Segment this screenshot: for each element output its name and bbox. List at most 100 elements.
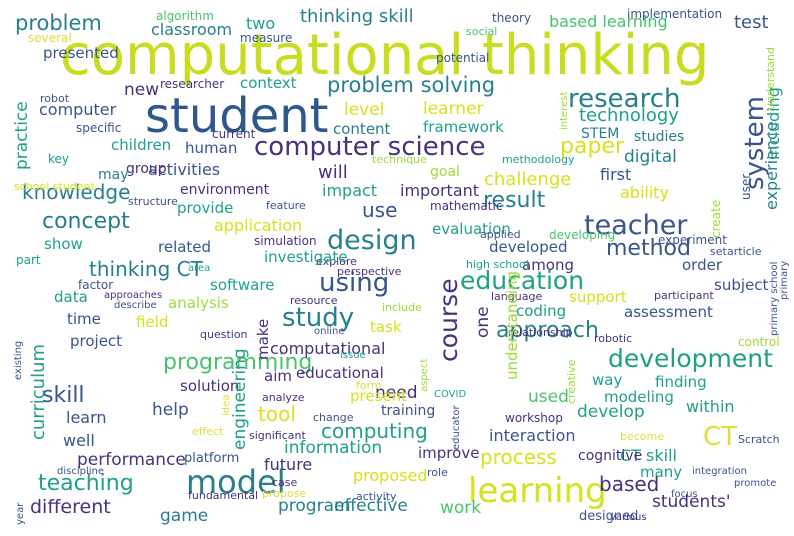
- word: improve: [418, 444, 480, 462]
- word: resource: [290, 294, 338, 307]
- word: performance: [77, 450, 186, 470]
- word: mathematic: [430, 199, 503, 213]
- word: school student: [14, 180, 95, 193]
- word: problem solving: [327, 73, 496, 97]
- word: use: [362, 198, 398, 222]
- word: primary: [779, 260, 790, 300]
- word: framework: [423, 118, 504, 136]
- word: cognitive: [578, 448, 643, 464]
- word: tool: [258, 402, 296, 426]
- word: robotic: [594, 332, 633, 345]
- word: control: [738, 335, 780, 349]
- word: many: [640, 463, 683, 481]
- word: work: [440, 498, 482, 518]
- word: current: [212, 127, 256, 141]
- word: developing: [549, 228, 616, 242]
- word: idea: [221, 394, 232, 416]
- word: understand: [764, 47, 777, 110]
- word: CT: [703, 422, 738, 452]
- word: students': [652, 492, 731, 512]
- word: form: [356, 379, 382, 392]
- word: explore: [316, 255, 357, 268]
- word: understanding: [503, 270, 521, 380]
- word: learn: [66, 408, 107, 427]
- word: educational: [296, 364, 384, 382]
- word: task: [370, 318, 402, 336]
- word: goal: [430, 164, 460, 180]
- word: effective: [334, 496, 408, 516]
- word: new: [124, 80, 160, 100]
- word: aim: [264, 367, 292, 385]
- word: present: [350, 387, 408, 405]
- word: CT skill: [620, 446, 677, 465]
- word: platform: [184, 451, 240, 466]
- word: focus: [671, 489, 698, 500]
- word: promote: [734, 478, 777, 489]
- word: primary school: [769, 261, 780, 336]
- word: approach: [496, 318, 599, 343]
- word: online: [314, 326, 345, 337]
- word: activity: [356, 490, 397, 503]
- word: factor: [78, 278, 114, 292]
- word: design: [327, 225, 417, 256]
- word: training: [381, 403, 436, 419]
- word: well: [63, 431, 95, 450]
- word: set: [710, 245, 727, 258]
- word: problem: [15, 11, 102, 35]
- word: paper: [560, 134, 624, 159]
- word: feature: [266, 199, 306, 212]
- word: question: [200, 328, 248, 341]
- word: education: [460, 266, 585, 295]
- word: part: [16, 253, 41, 267]
- word: curriculum: [28, 343, 49, 440]
- word: practice: [12, 101, 32, 170]
- word: approaches: [104, 290, 163, 301]
- word: proposed: [353, 466, 428, 485]
- word: applied: [480, 228, 521, 241]
- word: will: [318, 162, 348, 183]
- word: solution: [180, 377, 240, 395]
- word: time: [67, 310, 101, 328]
- word: future: [264, 455, 313, 474]
- word: need: [375, 383, 418, 403]
- word: participant: [654, 289, 714, 302]
- word: programming: [163, 350, 313, 375]
- word: presented: [43, 44, 119, 62]
- word: area: [188, 263, 211, 274]
- word: thinking skill: [300, 6, 414, 27]
- word: computer: [39, 100, 117, 119]
- word: make: [254, 318, 272, 360]
- word: propose: [262, 487, 307, 500]
- word: learner: [423, 99, 484, 119]
- word: structure: [128, 195, 178, 208]
- word: robot: [40, 92, 70, 105]
- word: using: [319, 268, 390, 298]
- word: experiment: [658, 233, 727, 247]
- word: classroom: [151, 20, 233, 39]
- word: different: [30, 496, 111, 518]
- word: test: [734, 12, 769, 33]
- word: among: [522, 256, 575, 274]
- word: STEM: [581, 126, 620, 142]
- word: within: [686, 397, 735, 416]
- word: application: [214, 216, 303, 235]
- word: analyze: [262, 391, 305, 404]
- word: way: [592, 371, 623, 389]
- word: researcher: [160, 77, 225, 91]
- word: children: [111, 136, 172, 154]
- word: information: [284, 438, 383, 458]
- word: method: [606, 236, 691, 261]
- word: discipline: [57, 466, 105, 477]
- word: investigate: [264, 248, 348, 266]
- word: Scratch: [738, 433, 780, 446]
- word: workshop: [505, 411, 563, 425]
- word: field: [136, 313, 169, 331]
- word: significant: [249, 429, 306, 442]
- word: program: [278, 496, 351, 516]
- word: social: [466, 25, 498, 38]
- word: user: [739, 173, 753, 200]
- word: interest: [559, 91, 570, 130]
- word: case: [272, 476, 298, 489]
- word: research: [568, 84, 681, 114]
- word: order: [682, 256, 722, 274]
